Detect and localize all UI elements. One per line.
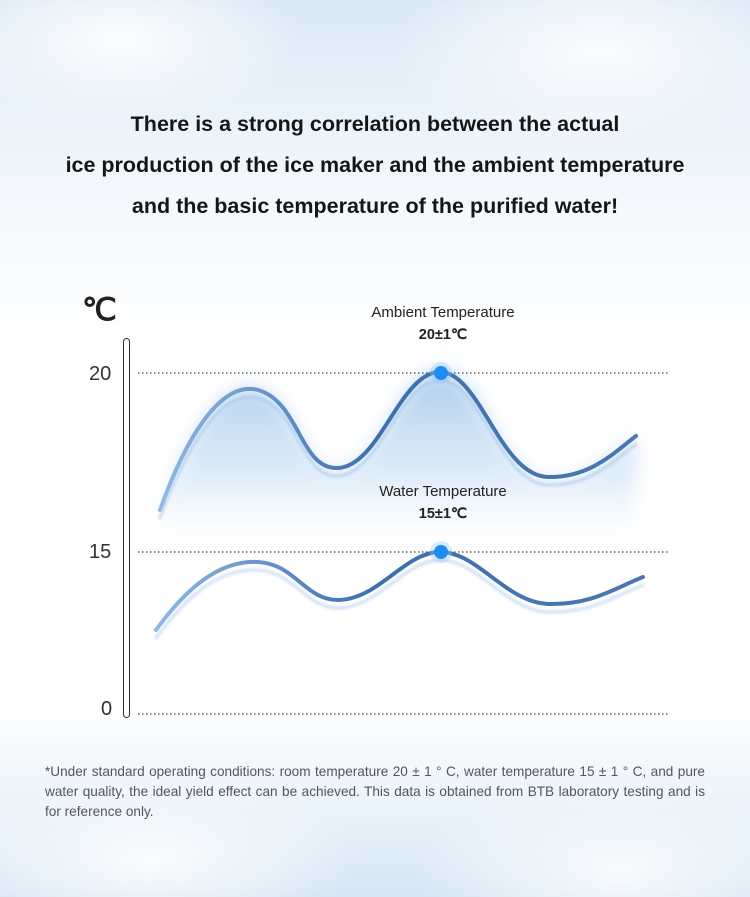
ambient-value-label: 20±1℃ [418, 327, 468, 343]
headline-line-3: and the basic temperature of the purifie… [131, 194, 619, 218]
headline-line-1: There is a strong correlation between th… [130, 112, 620, 136]
ambient-curve-shade [158, 378, 638, 520]
water-curve-shade [154, 558, 645, 640]
water-label: Water Temperature 15±1℃ [343, 481, 543, 525]
ambient-curve [158, 369, 638, 512]
footnote: *Under standard operating conditions: ro… [45, 764, 705, 819]
ambient-area [160, 372, 636, 560]
water-curve [154, 549, 645, 632]
y-tick-15: 15 [89, 541, 112, 563]
water-peak-dot [434, 545, 448, 559]
y-axis-bar [123, 338, 130, 718]
ambient-series-name: Ambient Temperature [371, 304, 515, 321]
water-value-label: 15±1℃ [418, 506, 468, 522]
ambient-label: Ambient Temperature 20±1℃ [343, 302, 543, 346]
y-axis-unit: ℃ [82, 292, 117, 327]
y-tick-0: 0 [101, 698, 113, 720]
headline: There is a strong correlation between th… [20, 104, 730, 227]
headline-line-2: ice production of the ice maker and the … [65, 153, 685, 177]
y-tick-20: 20 [89, 363, 112, 385]
ambient-peak-dot [434, 366, 448, 380]
water-series-name: Water Temperature [379, 483, 507, 500]
